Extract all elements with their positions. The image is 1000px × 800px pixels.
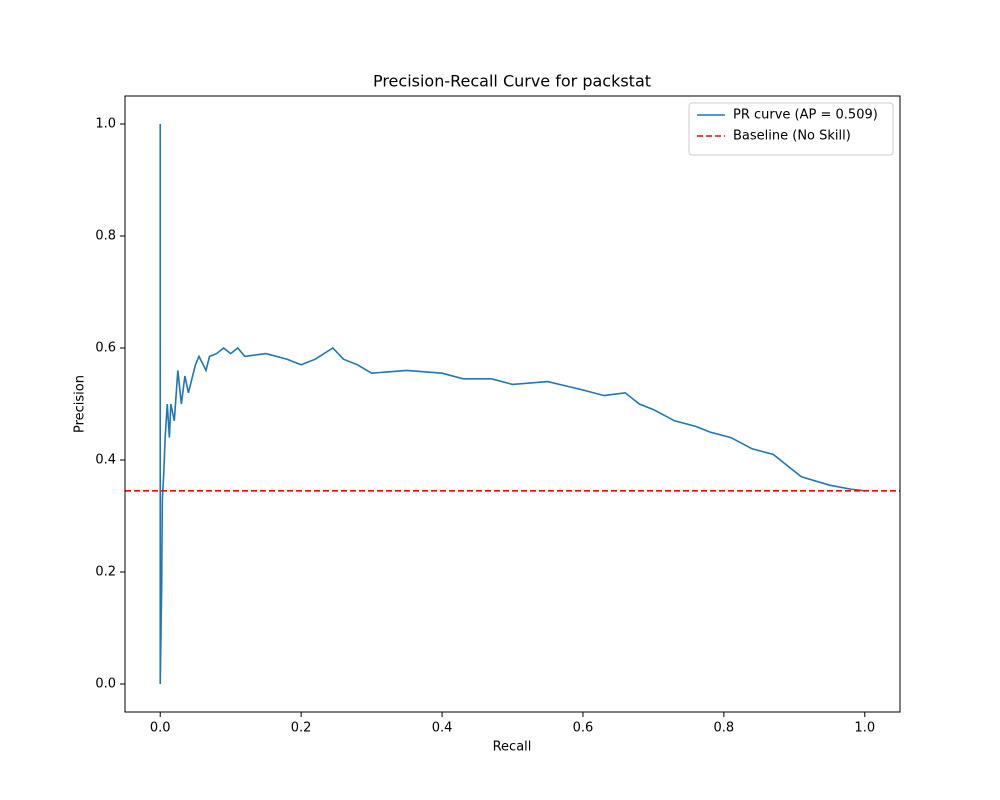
y-tick-label: 0.0 [95,677,116,692]
x-tick-label: 0.0 [150,721,171,736]
y-tick-label: 0.4 [95,453,116,468]
y-tick-label: 0.6 [95,341,116,356]
y-tick-label: 0.8 [95,229,116,244]
plot-frame [124,95,901,713]
x-axis-label: Recall [493,740,532,755]
x-tick-label: 0.2 [291,721,312,736]
pr-curve [159,124,865,685]
y-axis-label: Precision [73,375,88,433]
y-tick-label: 0.2 [95,565,116,580]
x-tick-label: 0.8 [714,721,735,736]
x-tick-label: 1.0 [854,721,875,736]
x-tick-label: 0.6 [573,721,594,736]
legend-label: PR curve (AP = 0.509) [733,108,878,123]
chart-title: Precision-Recall Curve for packstat [373,72,651,91]
legend-box [688,102,894,156]
y-tick-label: 1.0 [95,117,116,132]
legend-label: Baseline (No Skill) [733,129,851,144]
x-tick-label: 0.4 [432,721,453,736]
